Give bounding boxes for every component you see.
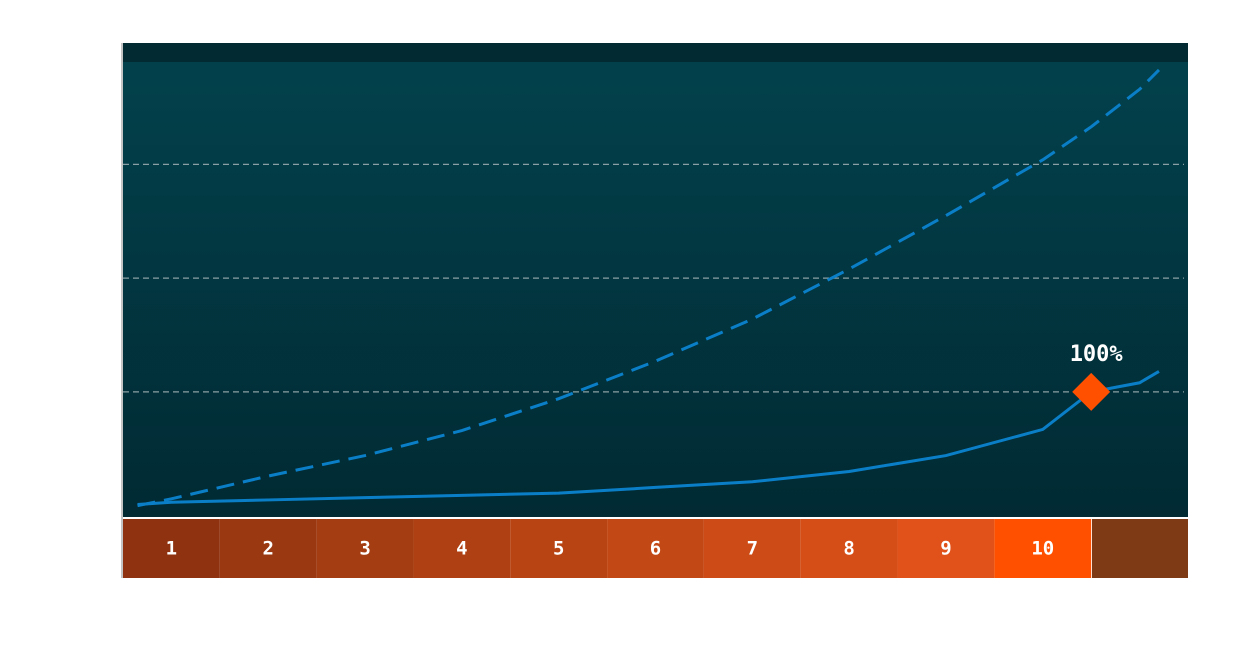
category-label: 3 — [359, 538, 370, 560]
category-cell — [897, 519, 995, 578]
plot-area — [123, 43, 1188, 517]
extra-cell — [1092, 519, 1188, 578]
category-label: 9 — [940, 538, 951, 560]
dashed-line — [137, 68, 1161, 508]
marker — [1072, 372, 1111, 411]
marker-label: 100% — [1070, 342, 1124, 367]
category-label: 7 — [747, 538, 758, 560]
category-label: 8 — [843, 538, 854, 560]
category-label: 5 — [553, 538, 564, 560]
category-cell — [413, 519, 511, 578]
category-label: 6 — [650, 538, 661, 560]
category-label: 2 — [263, 538, 274, 560]
category-cell — [703, 519, 801, 578]
category-cell — [800, 519, 898, 578]
category-cell — [316, 519, 414, 578]
category-cell — [123, 519, 220, 578]
category-cell — [994, 519, 1092, 578]
plot-header — [123, 43, 1188, 62]
category-label: 1 — [166, 538, 177, 560]
category-label: 4 — [456, 538, 467, 560]
category-cell — [607, 519, 704, 578]
category-label: 10 — [1031, 538, 1054, 560]
category-cell — [510, 519, 608, 578]
category-cell — [219, 519, 317, 578]
